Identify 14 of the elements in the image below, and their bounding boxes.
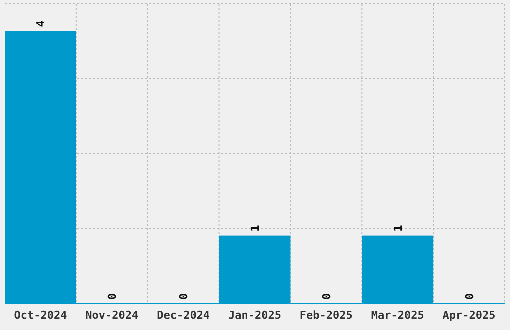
data-label: 0 xyxy=(178,293,191,300)
data-label: 0 xyxy=(463,293,476,300)
data-label: 1 xyxy=(249,224,262,232)
x-tick-label: Dec-2024 xyxy=(157,309,210,322)
data-label: 4 xyxy=(34,20,48,28)
x-tick-label: Jan-2025 xyxy=(228,309,282,322)
data-label: 0 xyxy=(320,293,334,300)
x-tick-label: Oct-2024 xyxy=(14,309,68,322)
data-label: 0 xyxy=(106,293,120,300)
x-tick-label: Nov-2024 xyxy=(86,309,140,322)
x-tick-label: Apr-2025 xyxy=(442,309,496,322)
x-tick-label: Mar-2025 xyxy=(371,309,424,322)
x-tick-label: Feb-2025 xyxy=(300,309,353,322)
data-label: 1 xyxy=(392,224,405,232)
